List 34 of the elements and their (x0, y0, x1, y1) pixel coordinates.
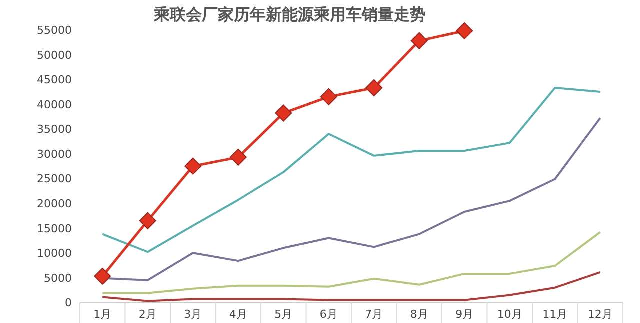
y-tick-label: 25000 (37, 172, 72, 186)
x-tick-label: 4月 (229, 308, 248, 321)
x-tick-label: 1月 (94, 308, 112, 321)
chart-title: 乘联会厂家历年新能源乘用车销量走势 (153, 5, 426, 24)
y-tick-label: 30000 (37, 148, 72, 161)
x-tick-label: 7月 (365, 308, 384, 321)
x-tick-label: 2月 (138, 308, 157, 321)
x-tick-label: 9月 (456, 308, 474, 321)
x-tick-label: 8月 (410, 308, 428, 321)
point (230, 148, 247, 166)
x-tick-label: 6月 (320, 308, 338, 321)
y-tick-label: 45000 (37, 74, 72, 87)
y-tick-label: 40000 (37, 98, 72, 112)
y-tick-label: 55000 (37, 24, 72, 37)
y-tick-label: 20000 (37, 198, 72, 211)
point (139, 212, 156, 230)
x-tick-label: 11月 (542, 308, 568, 321)
x-tick-label: 5月 (274, 308, 293, 321)
y-tick-label: 10000 (37, 247, 72, 260)
point (410, 32, 428, 50)
point (94, 268, 112, 285)
y-tick-label: 0 (65, 296, 72, 310)
point (456, 22, 474, 40)
x-tick-label: 12月 (588, 308, 613, 321)
y-tick-label: 35000 (37, 123, 72, 136)
point (275, 104, 292, 122)
x-tick-label: 3月 (184, 308, 202, 321)
point (184, 158, 202, 175)
point (320, 88, 338, 106)
y-tick-label: 5000 (44, 272, 72, 285)
y-tick-label: 15000 (37, 222, 72, 236)
y-tick-label: 50000 (37, 48, 72, 62)
x-tick-label: 10月 (497, 308, 522, 321)
point (366, 80, 383, 97)
